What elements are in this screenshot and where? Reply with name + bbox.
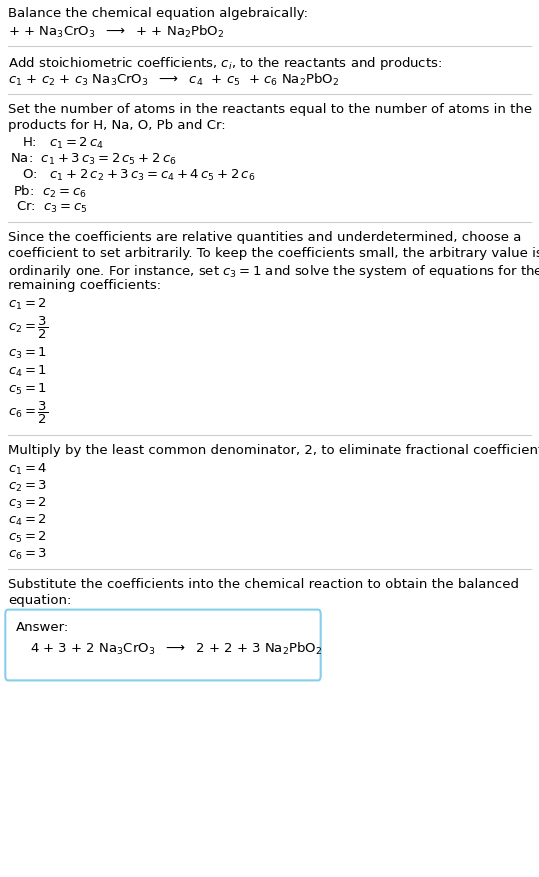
Text: H:   $c_1 = 2\,c_4$: H: $c_1 = 2\,c_4$ bbox=[22, 136, 104, 151]
Text: $c_1 = 4$: $c_1 = 4$ bbox=[8, 461, 47, 476]
Text: Cr:  $c_3 = c_5$: Cr: $c_3 = c_5$ bbox=[16, 200, 88, 215]
FancyBboxPatch shape bbox=[5, 610, 321, 681]
Text: Pb:  $c_2 = c_6$: Pb: $c_2 = c_6$ bbox=[13, 184, 87, 200]
Text: $c_5 = 2$: $c_5 = 2$ bbox=[8, 530, 47, 545]
Text: $c_5 = 1$: $c_5 = 1$ bbox=[8, 381, 47, 396]
Text: $c_1 = 2$: $c_1 = 2$ bbox=[8, 296, 47, 311]
Text: Multiply by the least common denominator, 2, to eliminate fractional coefficient: Multiply by the least common denominator… bbox=[8, 444, 539, 457]
Text: $c_4 = 2$: $c_4 = 2$ bbox=[8, 512, 47, 527]
Text: $c_3 = 2$: $c_3 = 2$ bbox=[8, 496, 47, 510]
Text: equation:: equation: bbox=[8, 594, 71, 606]
Text: coefficient to set arbitrarily. To keep the coefficients small, the arbitrary va: coefficient to set arbitrarily. To keep … bbox=[8, 246, 539, 260]
Text: O:   $c_1 + 2\,c_2 + 3\,c_3 = c_4 + 4\,c_5 + 2\,c_6$: O: $c_1 + 2\,c_2 + 3\,c_3 = c_4 + 4\,c_5… bbox=[22, 168, 255, 183]
Text: Substitute the coefficients into the chemical reaction to obtain the balanced: Substitute the coefficients into the che… bbox=[8, 577, 519, 590]
Text: $c_6 = 3$: $c_6 = 3$ bbox=[8, 546, 47, 561]
Text: Since the coefficients are relative quantities and underdetermined, choose a: Since the coefficients are relative quan… bbox=[8, 231, 521, 244]
Text: remaining coefficients:: remaining coefficients: bbox=[8, 279, 161, 292]
Text: Balance the chemical equation algebraically:: Balance the chemical equation algebraica… bbox=[8, 7, 308, 20]
Text: Answer:: Answer: bbox=[16, 620, 69, 633]
Text: $c_2 = 3$: $c_2 = 3$ bbox=[8, 479, 47, 494]
Text: $c_4 = 1$: $c_4 = 1$ bbox=[8, 364, 47, 379]
Text: + + Na$_3$CrO$_3$  $\longrightarrow$  + + Na$_2$PbO$_2$: + + Na$_3$CrO$_3$ $\longrightarrow$ + + … bbox=[8, 24, 224, 40]
Text: 4 + 3 + 2 Na$_3$CrO$_3$  $\longrightarrow$  2 + 2 + 3 Na$_2$PbO$_2$: 4 + 3 + 2 Na$_3$CrO$_3$ $\longrightarrow… bbox=[30, 640, 322, 656]
Text: $c_1$ + $c_2$ + $c_3$ Na$_3$CrO$_3$  $\longrightarrow$  $c_4$  + $c_5$  + $c_6$ : $c_1$ + $c_2$ + $c_3$ Na$_3$CrO$_3$ $\lo… bbox=[8, 72, 340, 88]
Text: $c_2 = \dfrac{3}{2}$: $c_2 = \dfrac{3}{2}$ bbox=[8, 315, 48, 341]
Text: Add stoichiometric coefficients, $c_i$, to the reactants and products:: Add stoichiometric coefficients, $c_i$, … bbox=[8, 55, 442, 72]
Text: $c_3 = 1$: $c_3 = 1$ bbox=[8, 346, 47, 360]
Text: Na:  $c_1 + 3\,c_3 = 2\,c_5 + 2\,c_6$: Na: $c_1 + 3\,c_3 = 2\,c_5 + 2\,c_6$ bbox=[10, 152, 177, 167]
Text: Set the number of atoms in the reactants equal to the number of atoms in the: Set the number of atoms in the reactants… bbox=[8, 103, 532, 116]
Text: ordinarily one. For instance, set $c_3 = 1$ and solve the system of equations fo: ordinarily one. For instance, set $c_3 =… bbox=[8, 263, 539, 280]
Text: products for H, Na, O, Pb and Cr:: products for H, Na, O, Pb and Cr: bbox=[8, 119, 226, 132]
Text: $c_6 = \dfrac{3}{2}$: $c_6 = \dfrac{3}{2}$ bbox=[8, 400, 48, 425]
